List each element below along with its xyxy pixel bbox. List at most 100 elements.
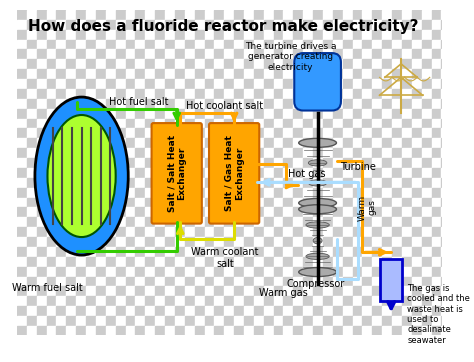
Bar — [431, 10, 441, 20]
Bar — [116, 59, 126, 69]
Bar — [441, 30, 451, 39]
Bar — [46, 198, 56, 207]
Bar — [56, 119, 66, 129]
Bar — [86, 50, 96, 59]
Bar — [66, 178, 76, 188]
Bar — [273, 316, 283, 326]
Bar — [56, 59, 66, 69]
Bar — [392, 148, 402, 158]
Bar — [224, 306, 234, 316]
Bar — [136, 207, 146, 217]
Bar — [96, 158, 106, 168]
Bar — [56, 158, 66, 168]
Bar — [175, 267, 185, 277]
Bar — [165, 267, 175, 277]
Bar — [313, 10, 323, 20]
Bar — [441, 188, 451, 198]
Bar — [165, 237, 175, 247]
Bar — [46, 247, 56, 257]
Bar — [17, 79, 27, 89]
Bar — [27, 257, 36, 267]
Bar — [214, 247, 224, 257]
Bar — [392, 257, 402, 267]
Bar — [56, 207, 66, 217]
Bar — [273, 20, 283, 30]
Bar — [234, 138, 244, 148]
Bar — [234, 69, 244, 79]
Bar — [323, 158, 333, 168]
Bar — [195, 10, 204, 20]
Bar — [382, 267, 392, 277]
Bar — [293, 237, 303, 247]
Bar — [46, 296, 56, 306]
Bar — [76, 257, 86, 267]
Bar — [36, 99, 46, 109]
Bar — [36, 20, 46, 30]
Bar — [431, 286, 441, 296]
Bar — [422, 109, 431, 119]
Bar — [293, 316, 303, 326]
Bar — [204, 129, 214, 138]
Bar — [17, 207, 27, 217]
Bar — [86, 79, 96, 89]
Bar — [254, 188, 264, 198]
Bar — [402, 326, 412, 336]
Bar — [382, 89, 392, 99]
Bar — [333, 89, 343, 99]
Bar — [17, 257, 27, 267]
Bar — [56, 178, 66, 188]
Bar — [66, 227, 76, 237]
Bar — [136, 286, 146, 296]
Bar — [106, 247, 116, 257]
Bar — [224, 138, 234, 148]
Bar — [244, 129, 254, 138]
Bar — [273, 109, 283, 119]
Bar — [431, 99, 441, 109]
Bar — [116, 10, 126, 20]
Text: How does a fluoride reactor make electricity?: How does a fluoride reactor make electri… — [28, 19, 419, 34]
Bar — [422, 119, 431, 129]
Bar — [27, 198, 36, 207]
Bar — [36, 277, 46, 286]
Bar — [412, 207, 422, 217]
Bar — [412, 178, 422, 188]
Bar — [185, 20, 195, 30]
Bar — [214, 79, 224, 89]
Text: Hot coolant salt: Hot coolant salt — [186, 101, 263, 111]
Bar — [333, 59, 343, 69]
Bar — [185, 267, 195, 277]
Bar — [254, 296, 264, 306]
Bar — [126, 296, 136, 306]
Bar — [402, 109, 412, 119]
Bar — [146, 10, 155, 20]
Bar — [422, 277, 431, 286]
Bar — [392, 217, 402, 227]
Bar — [116, 267, 126, 277]
Bar — [126, 188, 136, 198]
Bar — [303, 237, 313, 247]
Bar — [343, 257, 353, 267]
Bar — [76, 50, 86, 59]
Bar — [234, 207, 244, 217]
Bar — [195, 59, 204, 69]
Bar — [66, 69, 76, 79]
Bar — [343, 79, 353, 89]
Bar — [185, 198, 195, 207]
Bar — [56, 296, 66, 306]
Bar — [254, 119, 264, 129]
Bar — [66, 217, 76, 227]
Bar — [224, 198, 234, 207]
Bar — [244, 20, 254, 30]
Bar — [175, 10, 185, 20]
Bar — [254, 306, 264, 316]
Bar — [422, 286, 431, 296]
Bar — [175, 168, 185, 178]
Bar — [303, 99, 313, 109]
Bar — [46, 109, 56, 119]
Bar — [106, 227, 116, 237]
Bar — [185, 316, 195, 326]
Bar — [76, 237, 86, 247]
Bar — [254, 99, 264, 109]
Bar — [264, 138, 273, 148]
Bar — [66, 158, 76, 168]
